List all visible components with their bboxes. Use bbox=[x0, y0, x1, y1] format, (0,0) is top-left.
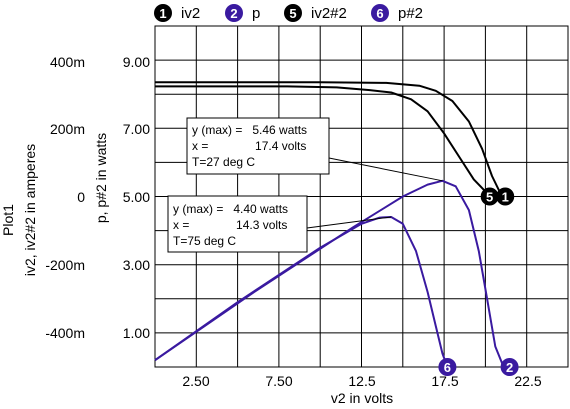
legend-marker-iv2-2 bbox=[284, 4, 302, 22]
annotation-line: T=27 deg C bbox=[192, 155, 255, 169]
series-marker-circle bbox=[480, 187, 499, 206]
x-tick-label: 12.5 bbox=[348, 373, 375, 389]
y-tick-label-left: 200m bbox=[50, 121, 85, 137]
legend-item-iv2[interactable]: 1 iv2 bbox=[154, 4, 200, 22]
annotation-arrow bbox=[328, 157, 443, 182]
series-line-iv2-2 bbox=[155, 85, 495, 198]
legend-marker-p-2-number: 6 bbox=[376, 6, 383, 21]
annotation-line: x = 17.4 volts bbox=[192, 139, 306, 153]
x-tick-label: 7.50 bbox=[265, 373, 292, 389]
y-tick-label-left: -200m bbox=[45, 257, 85, 273]
legend-marker-iv2 bbox=[154, 4, 172, 22]
series-line-p-2 bbox=[154, 216, 449, 368]
y-axis-title-right: p, p#2 in watts bbox=[93, 133, 109, 223]
legend-label-iv2-2: iv2#2 bbox=[311, 5, 347, 22]
legend-marker-p bbox=[225, 4, 243, 22]
series-marker-circle bbox=[500, 358, 519, 376]
y-tick-label-right: 3.00 bbox=[123, 257, 150, 273]
series-marker-number: 6 bbox=[444, 360, 451, 375]
annotation-max-75c: y (max) = 4.40 watts x = 14.3 volts T=75… bbox=[167, 195, 392, 253]
annotation-line: y (max) = 4.40 watts bbox=[173, 202, 288, 216]
y-tick-label-left: 0 bbox=[77, 189, 85, 205]
x-tick-label: 22.5 bbox=[514, 373, 541, 389]
annotation-line: y (max) = 5.46 watts bbox=[192, 123, 307, 137]
y-tick-label-right: 1.00 bbox=[123, 325, 150, 341]
x-tick-labels: 2.50 7.50 12.5 17.5 22.5 bbox=[182, 373, 541, 389]
series-end-marker-iv2: 1 bbox=[496, 187, 515, 206]
x-axis-title: v2 in volts bbox=[331, 390, 393, 406]
legend-marker-p-2 bbox=[371, 4, 389, 22]
legend-label-p-2: p#2 bbox=[398, 5, 423, 22]
y-tick-label-left: 400m bbox=[50, 54, 85, 70]
legend-marker-iv2-2-number: 5 bbox=[289, 6, 296, 21]
legend-item-iv2-2[interactable]: 5 iv2#2 bbox=[284, 4, 347, 22]
series-marker-circle bbox=[496, 187, 515, 206]
y-tick-labels-right: 9.00 7.00 5.00 3.00 1.00 bbox=[123, 54, 150, 341]
legend-label-iv2: iv2 bbox=[181, 5, 200, 22]
annotation-line: T=75 deg C bbox=[173, 234, 236, 248]
legend-marker-iv2-number: 1 bbox=[159, 6, 166, 21]
y-tick-labels-left: 400m 200m 0 -200m -400m bbox=[45, 54, 85, 341]
plot-name: Plot1 bbox=[0, 204, 16, 236]
legend: 1 iv2 2 p 5 iv2#2 6 p#2 bbox=[154, 4, 423, 22]
y-axis-title-left: iv2, iv2#2 in amperes bbox=[22, 144, 38, 276]
annotation-box bbox=[186, 117, 330, 175]
y-tick-label-right: 5.00 bbox=[123, 189, 150, 205]
legend-item-p-2[interactable]: 6 p#2 bbox=[371, 4, 423, 22]
series-end-marker-p-2: 6 bbox=[438, 358, 457, 376]
y-tick-label-left: -400m bbox=[45, 325, 85, 341]
annotation-box bbox=[167, 195, 308, 253]
y-tick-label-right: 9.00 bbox=[123, 54, 150, 70]
annotation-arrow bbox=[306, 216, 392, 229]
x-tick-label: 17.5 bbox=[431, 373, 458, 389]
series-marker-number: 5 bbox=[486, 190, 493, 205]
y-tick-label-right: 7.00 bbox=[123, 121, 150, 137]
series-line-iv2 bbox=[155, 81, 506, 198]
annotation-max-27c: y (max) = 5.46 watts x = 17.4 volts T=27… bbox=[186, 117, 443, 182]
series-layer bbox=[154, 81, 506, 368]
series-marker-number: 1 bbox=[502, 190, 509, 205]
series-end-marker-p: 2 bbox=[500, 358, 519, 376]
series-end-marker-iv2-2: 5 bbox=[480, 187, 499, 206]
x-tick-label: 2.50 bbox=[182, 373, 209, 389]
series-marker-circle bbox=[438, 358, 457, 376]
legend-label-p: p bbox=[252, 5, 260, 22]
series-marker-number: 2 bbox=[506, 360, 513, 375]
legend-marker-p-number: 2 bbox=[230, 6, 237, 21]
marker-layer: 1 2 5 6 bbox=[438, 187, 519, 376]
legend-item-p[interactable]: 2 p bbox=[225, 4, 260, 22]
annotation-line: x = 14.3 volts bbox=[173, 218, 287, 232]
